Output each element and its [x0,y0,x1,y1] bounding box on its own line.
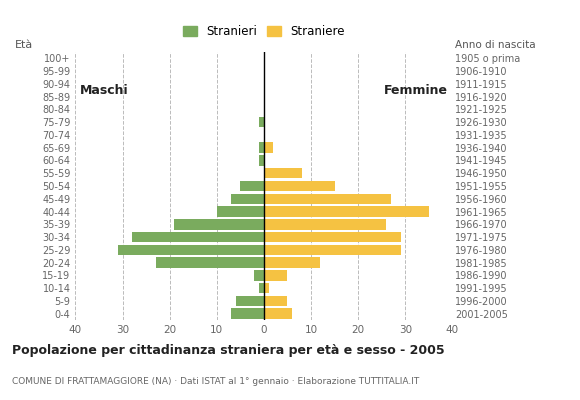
Bar [255,270,264,280]
Bar [264,257,320,268]
Bar [231,194,264,204]
Bar [264,142,273,153]
Bar [231,308,264,319]
Text: Femmine: Femmine [384,84,448,97]
Bar [264,168,302,178]
Bar [240,181,264,191]
Bar [264,296,288,306]
Legend: Stranieri, Straniere: Stranieri, Straniere [178,20,350,43]
Bar [264,232,401,242]
Bar [175,219,264,230]
Bar [235,296,264,306]
Text: Maschi: Maschi [80,84,129,97]
Bar [264,270,288,280]
Bar [264,206,429,217]
Bar [132,232,264,242]
Bar [264,244,401,255]
Text: Anno di nascita: Anno di nascita [455,40,536,50]
Text: Popolazione per cittadinanza straniera per età e sesso - 2005: Popolazione per cittadinanza straniera p… [12,344,444,357]
Bar [264,219,386,230]
Bar [118,244,264,255]
Bar [259,142,264,153]
Bar [264,181,335,191]
Bar [259,117,264,128]
Bar [259,283,264,293]
Text: Età: Età [14,40,32,50]
Bar [217,206,264,217]
Bar [155,257,264,268]
Bar [259,155,264,166]
Bar [264,283,269,293]
Bar [264,194,391,204]
Bar [264,308,292,319]
Text: COMUNE DI FRATTAMAGGIORE (NA) · Dati ISTAT al 1° gennaio · Elaborazione TUTTITAL: COMUNE DI FRATTAMAGGIORE (NA) · Dati IST… [12,377,419,386]
